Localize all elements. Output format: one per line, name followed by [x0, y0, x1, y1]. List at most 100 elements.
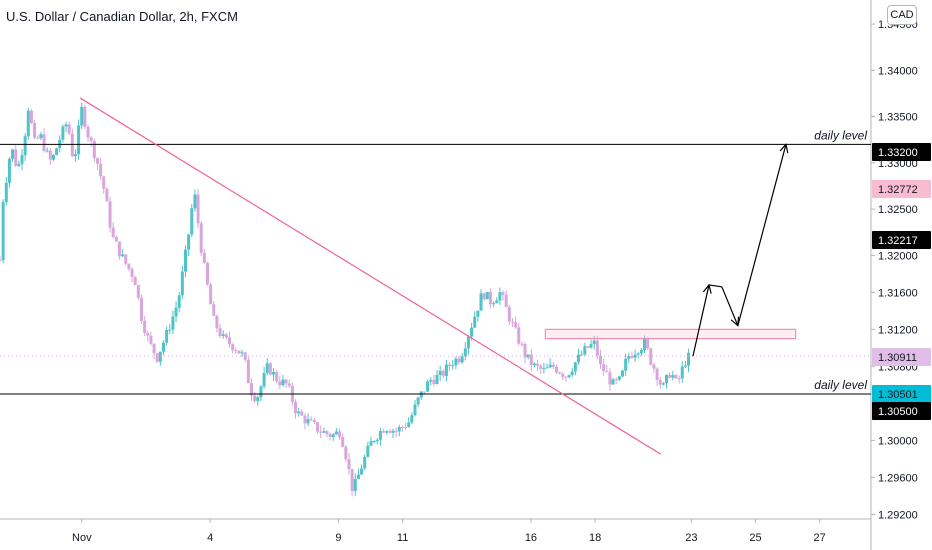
x-tick-label: Nov	[72, 532, 92, 544]
candle-body	[105, 188, 109, 202]
candle-body	[234, 350, 238, 352]
candle-body	[432, 379, 436, 384]
candle-body	[36, 137, 40, 139]
candle-body	[444, 364, 448, 376]
candle-body	[7, 158, 11, 183]
candle-body	[683, 365, 687, 367]
candle-body	[177, 295, 181, 308]
candle-body	[520, 343, 524, 345]
candle-body	[633, 354, 637, 358]
candle-body	[441, 370, 445, 376]
candle-body	[161, 342, 165, 352]
candle-body	[45, 150, 49, 152]
candle-body	[564, 376, 568, 378]
candle-body	[397, 426, 401, 432]
candle-body	[231, 344, 235, 351]
candle-body	[567, 375, 571, 378]
candle-body	[570, 371, 574, 376]
candle-body	[300, 411, 304, 416]
candle-body	[416, 397, 420, 405]
candle-body	[413, 404, 417, 416]
candle-body	[309, 419, 313, 421]
price-badge	[872, 143, 931, 161]
candle-body	[636, 353, 640, 355]
candle-body	[532, 363, 536, 366]
candle-body	[391, 430, 395, 433]
candle-body	[143, 320, 147, 333]
candle-body	[573, 362, 577, 372]
candle-body	[331, 434, 335, 438]
candle-body	[514, 322, 518, 328]
candle-body	[523, 344, 527, 358]
candle-body	[589, 344, 593, 348]
price-badge	[872, 385, 931, 403]
candle-body	[272, 372, 276, 375]
candle-body	[14, 149, 18, 166]
candle-body	[64, 124, 68, 127]
price-badge-label: 1.32217	[878, 235, 918, 247]
price-badge	[872, 231, 931, 249]
candle-body	[26, 110, 30, 137]
candle-body	[124, 254, 128, 264]
price-badge	[872, 180, 931, 198]
candle-body	[378, 431, 382, 440]
candle-body	[243, 352, 247, 360]
candle-body	[495, 300, 499, 304]
x-tick-label: 18	[589, 532, 601, 544]
candle-body	[429, 379, 433, 382]
candle-body	[328, 434, 332, 438]
candle-body	[183, 249, 187, 272]
price-badge	[872, 402, 931, 420]
x-tick-label: 23	[685, 532, 697, 544]
candle-body	[322, 431, 326, 433]
candle-body	[278, 381, 282, 386]
candle-body	[265, 363, 269, 373]
candle-body	[303, 415, 307, 424]
candle-body	[20, 155, 24, 164]
candle-body	[360, 468, 364, 475]
projection-arrow	[708, 284, 722, 288]
candle-body	[677, 378, 681, 380]
price-badge-label: 1.33200	[878, 147, 918, 159]
candle-body	[325, 431, 329, 435]
candle-body	[117, 241, 121, 257]
price-badge-label: 1.30501	[878, 389, 918, 401]
candle-body	[17, 163, 21, 166]
candle-body	[55, 148, 59, 156]
candle-body	[95, 158, 99, 164]
candle-body	[61, 126, 65, 140]
currency-button[interactable]: CAD	[887, 5, 917, 25]
candle-body	[400, 426, 404, 428]
candle-body	[643, 339, 647, 350]
candle-body	[510, 321, 514, 323]
candle-body	[617, 376, 621, 380]
price-badge-label: 1.32772	[878, 184, 918, 196]
y-tick-label: 1.29600	[878, 472, 918, 484]
candle-body	[492, 303, 496, 305]
candle-body	[507, 306, 511, 322]
price-badge-label: 1.30500	[878, 406, 918, 418]
candle-body	[158, 351, 162, 362]
y-tick-label: 1.29200	[878, 509, 918, 521]
candle-body	[319, 431, 323, 433]
candle-body	[410, 415, 414, 423]
candle-body	[275, 372, 279, 382]
candle-body	[224, 334, 228, 338]
candle-body	[306, 419, 310, 424]
daily-level-label: daily level	[814, 128, 867, 142]
candle-body	[649, 348, 653, 365]
candle-body	[488, 291, 492, 305]
candle-body	[341, 436, 345, 447]
candle-body	[630, 356, 634, 358]
projection-arrow	[721, 286, 738, 326]
candle-body	[149, 335, 153, 344]
y-tick-label: 1.32500	[878, 204, 918, 216]
y-tick-label: 1.34000	[878, 65, 918, 77]
candle-body	[190, 208, 194, 235]
trendline	[79, 97, 662, 455]
candle-body	[583, 346, 587, 355]
candle-body	[80, 106, 84, 126]
candle-body	[83, 106, 87, 127]
